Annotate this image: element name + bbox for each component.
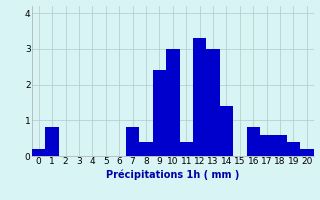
Bar — [206, 49, 220, 156]
Bar — [45, 127, 59, 156]
X-axis label: Précipitations 1h ( mm ): Précipitations 1h ( mm ) — [106, 169, 239, 180]
Bar — [246, 127, 260, 156]
Bar — [260, 135, 273, 156]
Bar — [139, 142, 153, 156]
Bar — [32, 149, 45, 156]
Bar — [166, 49, 180, 156]
Bar — [193, 38, 206, 156]
Bar — [273, 135, 287, 156]
Bar — [220, 106, 233, 156]
Bar — [180, 142, 193, 156]
Bar — [153, 70, 166, 156]
Bar — [287, 142, 300, 156]
Bar — [300, 149, 314, 156]
Bar — [126, 127, 139, 156]
